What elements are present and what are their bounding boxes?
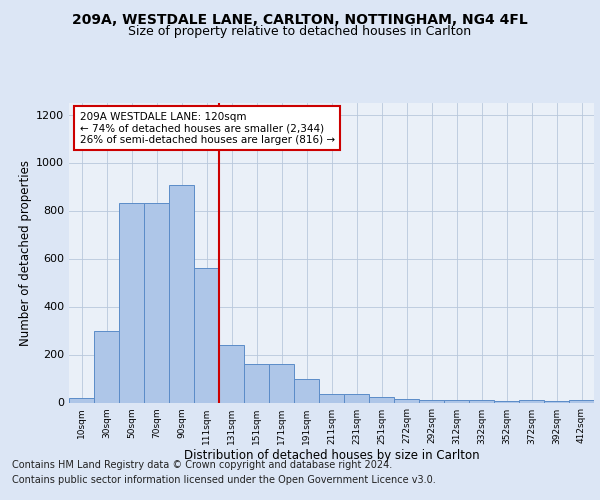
Bar xyxy=(244,364,269,403)
Bar xyxy=(119,204,144,402)
Bar xyxy=(94,330,119,402)
Bar xyxy=(369,397,394,402)
Bar xyxy=(69,398,94,402)
Bar xyxy=(319,394,344,402)
Bar xyxy=(269,364,294,403)
Bar xyxy=(519,400,544,402)
Bar xyxy=(419,400,444,402)
Bar xyxy=(344,394,369,402)
Text: 209A WESTDALE LANE: 120sqm
← 74% of detached houses are smaller (2,344)
26% of s: 209A WESTDALE LANE: 120sqm ← 74% of deta… xyxy=(79,112,335,144)
Bar xyxy=(394,399,419,402)
X-axis label: Distribution of detached houses by size in Carlton: Distribution of detached houses by size … xyxy=(184,450,479,462)
Y-axis label: Number of detached properties: Number of detached properties xyxy=(19,160,32,346)
Bar xyxy=(169,186,194,402)
Bar xyxy=(219,346,244,403)
Bar xyxy=(294,378,319,402)
Text: Contains HM Land Registry data © Crown copyright and database right 2024.: Contains HM Land Registry data © Crown c… xyxy=(12,460,392,470)
Bar xyxy=(469,400,494,402)
Bar xyxy=(144,204,169,402)
Text: Size of property relative to detached houses in Carlton: Size of property relative to detached ho… xyxy=(128,25,472,38)
Bar xyxy=(569,400,594,402)
Bar xyxy=(194,268,219,402)
Text: Contains public sector information licensed under the Open Government Licence v3: Contains public sector information licen… xyxy=(12,475,436,485)
Text: 209A, WESTDALE LANE, CARLTON, NOTTINGHAM, NG4 4FL: 209A, WESTDALE LANE, CARLTON, NOTTINGHAM… xyxy=(72,12,528,26)
Bar xyxy=(444,400,469,402)
